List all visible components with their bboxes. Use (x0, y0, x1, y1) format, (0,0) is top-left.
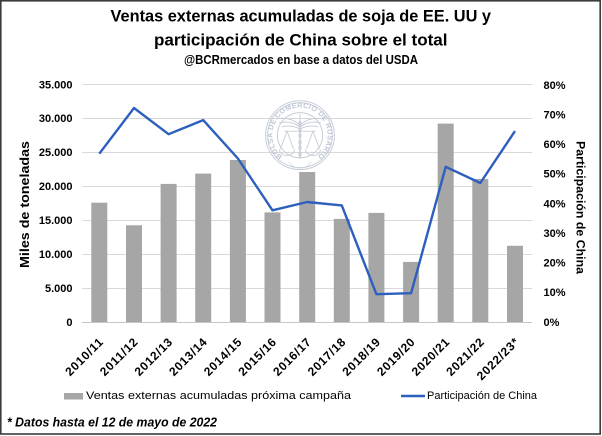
svg-text:Miles de toneladas: Miles de toneladas (17, 141, 32, 268)
svg-text:20.000: 20.000 (39, 181, 73, 193)
svg-text:50%: 50% (544, 169, 566, 181)
svg-text:Participación de China: Participación de China (574, 141, 588, 274)
svg-text:15.000: 15.000 (39, 215, 73, 227)
svg-text:* Datos hasta el 12 de mayo de: * Datos hasta el 12 de mayo de 2022 (7, 416, 217, 430)
svg-text:Ventas externas acumuladas de: Ventas externas acumuladas de soja de EE… (111, 7, 492, 26)
svg-text:0: 0 (66, 317, 72, 329)
svg-text:30.000: 30.000 (39, 113, 73, 125)
svg-text:20%: 20% (544, 258, 566, 270)
svg-text:35.000: 35.000 (39, 79, 73, 91)
svg-text:@BCRmercados en base a datos d: @BCRmercados en base a datos del USDA (184, 52, 419, 67)
svg-text:5.000: 5.000 (45, 283, 73, 295)
svg-text:0%: 0% (544, 317, 560, 329)
svg-text:70%: 70% (544, 109, 566, 121)
svg-text:25.000: 25.000 (39, 147, 73, 159)
svg-text:60%: 60% (544, 139, 566, 151)
svg-text:40%: 40% (544, 198, 566, 210)
svg-text:Ventas externas acumuladas pró: Ventas externas acumuladas próxima campa… (86, 390, 352, 402)
svg-text:participación de China sobre e: participación de China sobre el total (154, 31, 448, 50)
svg-text:Participación de China: Participación de China (427, 390, 538, 402)
svg-text:80%: 80% (544, 80, 566, 92)
svg-text:10%: 10% (544, 287, 566, 299)
svg-text:10.000: 10.000 (39, 249, 73, 261)
svg-text:30%: 30% (544, 228, 566, 240)
